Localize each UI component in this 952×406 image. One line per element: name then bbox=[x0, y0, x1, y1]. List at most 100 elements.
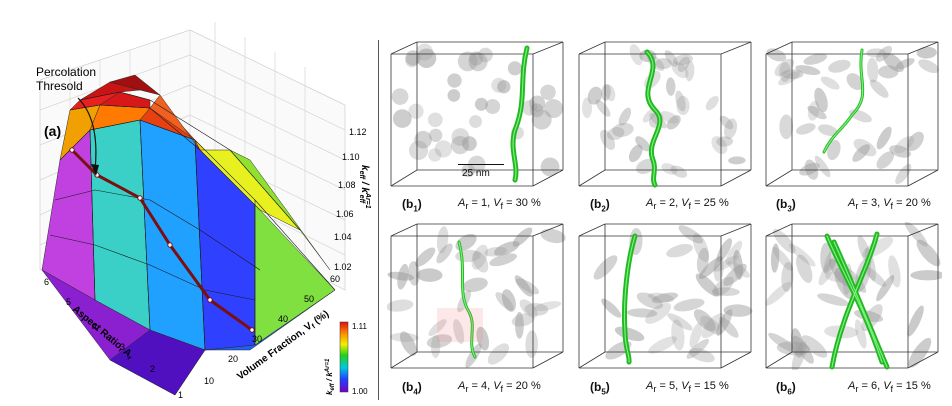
caption-b2: Ar = 2, Vf = 25 % bbox=[646, 197, 729, 212]
svg-text:1.06: 1.06 bbox=[336, 209, 354, 219]
particle bbox=[408, 140, 429, 160]
label-b3: (b3) bbox=[776, 197, 796, 214]
colorbar: 1.11 1.00 keff / kAr=1 bbox=[325, 321, 368, 396]
particle bbox=[723, 263, 747, 286]
particle bbox=[827, 139, 841, 161]
particle bbox=[416, 43, 434, 61]
particle bbox=[807, 100, 820, 121]
particle bbox=[471, 244, 488, 270]
particle bbox=[895, 58, 915, 70]
caption-b3: Ar = 3, Vf = 20 % bbox=[848, 197, 931, 212]
particle bbox=[522, 100, 538, 116]
particle bbox=[779, 114, 794, 140]
particle bbox=[876, 126, 892, 150]
particle bbox=[540, 84, 556, 101]
particle bbox=[457, 51, 478, 72]
particle bbox=[814, 87, 828, 113]
particle bbox=[673, 54, 693, 66]
particle bbox=[700, 315, 723, 335]
svg-text:1: 1 bbox=[178, 390, 183, 400]
colorbar-title: keff / kAr=1 bbox=[325, 358, 336, 395]
particle bbox=[469, 115, 482, 128]
cube-b6 bbox=[765, 222, 942, 370]
particle bbox=[450, 135, 470, 155]
particle bbox=[876, 275, 895, 302]
svg-text:40: 40 bbox=[278, 314, 288, 324]
particle bbox=[895, 163, 912, 185]
particle bbox=[447, 73, 462, 88]
particle bbox=[416, 268, 443, 282]
particle bbox=[493, 241, 520, 256]
particle bbox=[427, 112, 443, 128]
particle bbox=[391, 88, 409, 105]
particle bbox=[728, 156, 746, 165]
svg-text:1.02: 1.02 bbox=[334, 262, 352, 272]
particle bbox=[693, 309, 716, 332]
particle bbox=[671, 319, 685, 351]
particle bbox=[485, 98, 501, 115]
particle bbox=[867, 57, 879, 83]
annotation-arrow bbox=[77, 97, 97, 171]
particle bbox=[918, 59, 939, 74]
scale-bar bbox=[458, 164, 504, 165]
svg-text:1.04: 1.04 bbox=[334, 232, 352, 242]
particle bbox=[497, 80, 511, 94]
caption-b5: Ar = 5, Vf = 15 % bbox=[646, 380, 729, 395]
particle bbox=[387, 299, 414, 312]
particle bbox=[796, 254, 813, 283]
particle bbox=[916, 46, 937, 59]
particle bbox=[869, 79, 889, 98]
particle bbox=[719, 317, 739, 338]
caption-b1: Ar = 1, Vf = 30 % bbox=[458, 197, 541, 212]
panel-b5 bbox=[575, 222, 755, 370]
particle bbox=[436, 243, 453, 264]
particle bbox=[906, 131, 924, 152]
particle bbox=[883, 52, 904, 72]
particle bbox=[511, 313, 535, 327]
particle bbox=[828, 258, 850, 287]
cube-frame bbox=[765, 223, 939, 369]
particle bbox=[426, 334, 453, 348]
particle bbox=[716, 309, 733, 336]
panel-b2 bbox=[575, 40, 755, 188]
particle bbox=[834, 267, 854, 300]
particle bbox=[894, 135, 915, 154]
particle bbox=[907, 305, 924, 337]
panel-b3 bbox=[762, 40, 942, 188]
particle bbox=[533, 301, 562, 312]
particle bbox=[651, 292, 679, 304]
annotation-line2: Thresold bbox=[36, 79, 83, 93]
particle bbox=[701, 313, 726, 339]
particle bbox=[416, 48, 437, 68]
particle bbox=[688, 347, 715, 363]
particle bbox=[673, 298, 705, 312]
particle bbox=[531, 109, 552, 130]
svg-text:2: 2 bbox=[150, 364, 155, 374]
particle bbox=[862, 265, 887, 287]
particle bbox=[724, 118, 738, 140]
particle bbox=[540, 228, 566, 244]
particle bbox=[405, 53, 419, 68]
percolation-path-highlight bbox=[646, 51, 661, 186]
particle bbox=[601, 298, 622, 318]
particle bbox=[807, 105, 827, 120]
particle bbox=[636, 292, 664, 309]
svg-text:10: 10 bbox=[204, 376, 214, 386]
particle bbox=[582, 97, 592, 119]
particle bbox=[698, 256, 723, 280]
particle bbox=[628, 144, 643, 163]
cube-frame bbox=[578, 223, 752, 369]
particle bbox=[733, 250, 743, 280]
particle bbox=[647, 292, 675, 303]
scale-bar-label: 25 nm bbox=[462, 168, 490, 179]
particle bbox=[818, 124, 838, 137]
particle bbox=[725, 240, 743, 265]
particle bbox=[648, 336, 678, 354]
svg-text:30: 30 bbox=[252, 334, 262, 344]
particle bbox=[904, 222, 928, 247]
particle bbox=[524, 303, 549, 316]
svg-text:50: 50 bbox=[304, 294, 314, 304]
particle bbox=[695, 273, 720, 297]
particle bbox=[462, 136, 477, 151]
colorbar-min: 1.00 bbox=[352, 387, 368, 396]
